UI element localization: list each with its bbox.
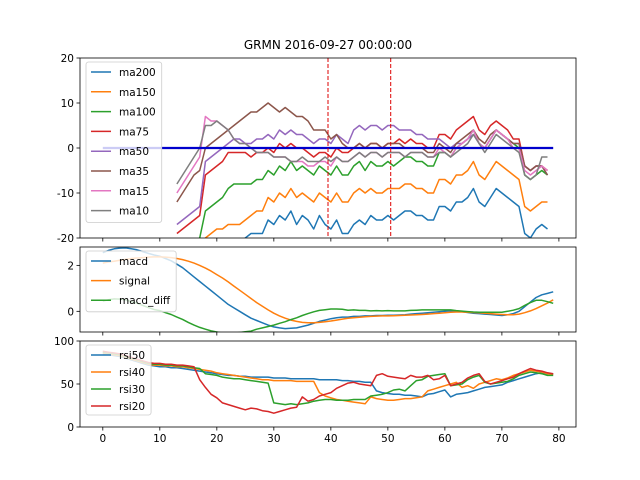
legend-label-ma50: ma50 <box>119 146 149 158</box>
legend-label-signal: signal <box>119 276 150 288</box>
chart-title: GRMN 2016-09-27 00:00:00 <box>244 38 412 52</box>
x-tick-label: 70 <box>495 433 508 445</box>
plot-area <box>102 247 554 332</box>
legend: rsi50 rsi40 rsi30 rsi20 <box>85 344 152 416</box>
legend-box <box>85 250 177 313</box>
legend-label-ma10: ma10 <box>119 206 149 218</box>
y-tick-label: 20 <box>61 53 74 65</box>
legend-box <box>85 61 163 223</box>
legend: macd signal macd_diff <box>85 250 177 313</box>
legend-label-rsi20: rsi20 <box>119 401 145 413</box>
x-tick-label: 40 <box>324 433 337 445</box>
plot-area <box>102 58 554 238</box>
legend-label-ma200: ma200 <box>119 67 156 79</box>
series-line-ma35 <box>176 102 549 203</box>
panel-moving-averages: -20-1001020ma200ma150ma100ma75ma50ma35ma… <box>57 53 577 245</box>
series-line-macd_diff <box>102 298 554 332</box>
y-tick-label: 0 <box>67 143 74 155</box>
x-tick-label: 0 <box>99 433 106 445</box>
legend-label-rsi40: rsi40 <box>119 367 145 379</box>
series-line-macd <box>102 247 554 330</box>
legend: ma200 ma150 ma100 ma75 ma50 ma35 ma15 ma10 <box>85 61 163 223</box>
x-tick-label: 50 <box>381 433 394 445</box>
y-tick-label: 10 <box>61 98 74 110</box>
y-tick-label: 0 <box>67 422 74 434</box>
series-line-rsi50 <box>102 353 554 398</box>
legend-box <box>85 344 152 416</box>
legend-label-macd_diff: macd_diff <box>119 295 171 307</box>
y-tick-label: 2 <box>67 260 74 272</box>
legend-label-macd: macd <box>119 256 148 268</box>
axes-frame <box>79 246 577 333</box>
y-tick-label: -10 <box>57 188 74 200</box>
x-tick-label: 20 <box>210 433 223 445</box>
x-tick-label: 30 <box>267 433 280 445</box>
legend-label-rsi30: rsi30 <box>119 384 145 396</box>
series-line-rsi20 <box>102 350 554 414</box>
series-line-rsi40 <box>102 352 554 405</box>
panel-macd: 0 2 macd signal macd_diff <box>67 246 577 336</box>
series-line-ma200 <box>244 187 548 238</box>
series-line-rsi30 <box>102 351 554 406</box>
legend-label-rsi50: rsi50 <box>119 350 145 362</box>
y-tick-label: 100 <box>54 336 74 348</box>
y-tick-label: 0 <box>67 306 74 318</box>
y-tick-label: -20 <box>57 233 74 245</box>
legend-label-ma75: ma75 <box>119 126 149 138</box>
chart-panels: -20-1001020ma200ma150ma100ma75ma50ma35ma… <box>54 53 577 445</box>
x-tick-label: 80 <box>552 433 565 445</box>
y-tick-label: 50 <box>61 379 74 391</box>
legend-label-ma15: ma15 <box>119 186 149 198</box>
legend-label-ma150: ma150 <box>119 87 156 99</box>
x-tick-label: 10 <box>153 433 166 445</box>
series-line-ma10 <box>176 120 548 185</box>
x-tick-label: 60 <box>438 433 451 445</box>
legend-label-ma100: ma100 <box>119 107 156 119</box>
legend-label-ma35: ma35 <box>119 166 149 178</box>
plot-area <box>102 350 554 414</box>
series-line-ma150 <box>204 160 548 238</box>
axes-frame <box>79 340 577 428</box>
